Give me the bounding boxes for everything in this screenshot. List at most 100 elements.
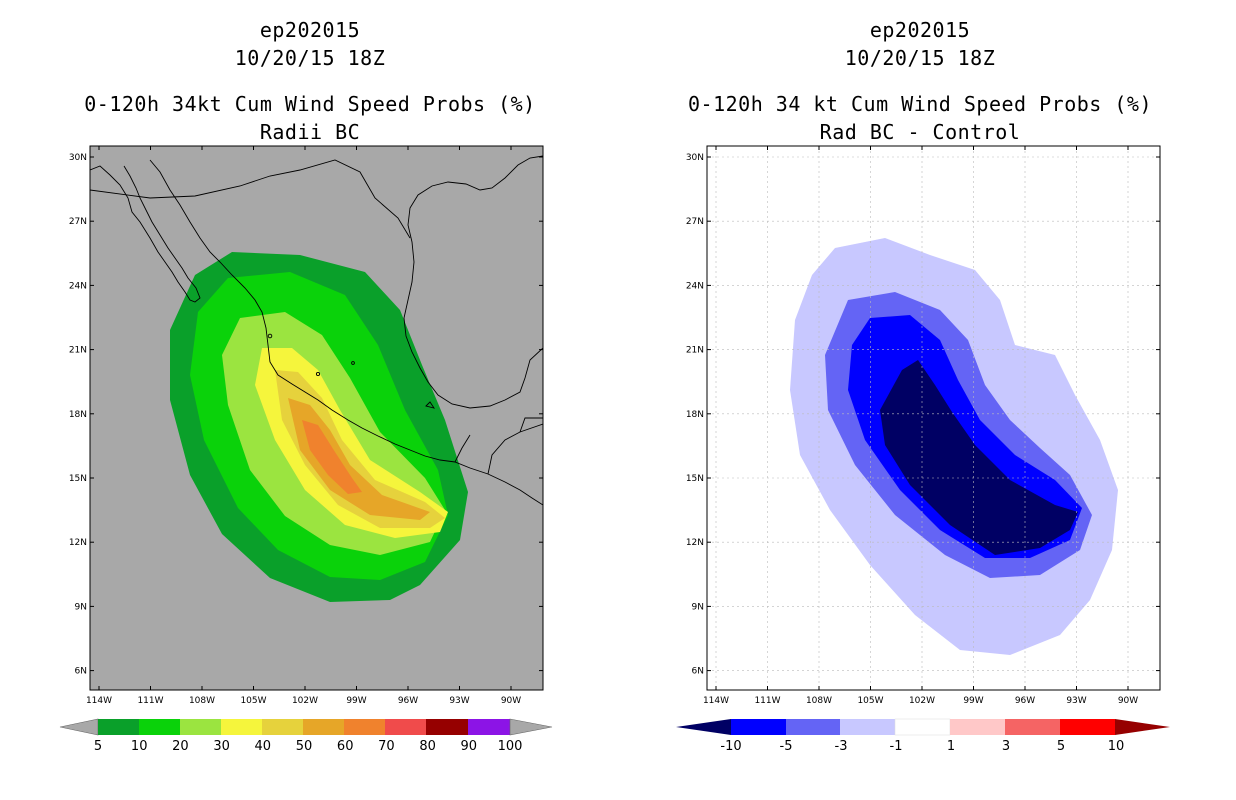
left-lon-label: 99W bbox=[346, 696, 366, 706]
left-lat-label: 27N bbox=[69, 217, 87, 227]
cb-left-swatch-40 bbox=[262, 719, 303, 735]
left-map: 30N 27N 24N 21N 18N 15N 12N 9N 6N 114W 111W 108W 105… bbox=[69, 145, 544, 706]
cb-left-label: 50 bbox=[296, 739, 313, 754]
cb-left-label: 10 bbox=[131, 739, 148, 754]
prob-40 bbox=[275, 370, 445, 528]
left-lat-label: 24N bbox=[69, 281, 87, 291]
cb-right-swatch-p5 bbox=[1060, 719, 1115, 735]
left-lat-label: 21N bbox=[69, 346, 87, 356]
right-lat-label: 12N bbox=[686, 538, 704, 548]
right-lon-label: 102W bbox=[909, 696, 935, 706]
right-lon-label: 114W bbox=[703, 696, 729, 706]
right-lat-label: 27N bbox=[686, 217, 704, 227]
left-storm-id: ep202015 bbox=[259, 18, 361, 42]
right-lon-label: 96W bbox=[1015, 696, 1035, 706]
right-datetime: 10/20/15 18Z bbox=[844, 46, 996, 70]
left-lon-label: 114W bbox=[86, 696, 112, 706]
left-lon-label: 111W bbox=[137, 696, 163, 706]
right-lat-label: 9N bbox=[692, 602, 704, 612]
right-lon-label: 99W bbox=[963, 696, 983, 706]
right-lat-label: 18N bbox=[686, 410, 704, 420]
left-lat-label: 12N bbox=[69, 538, 87, 548]
left-lat-label: 18N bbox=[69, 410, 87, 420]
left-lon-label: 108W bbox=[189, 696, 215, 706]
left-map-frame bbox=[89, 145, 544, 691]
cb-right-label: -3 bbox=[835, 739, 848, 754]
right-map: 30N 27N 24N 21N 18N 15N 12N 9N 6N 114W 111W 108W 105… bbox=[686, 145, 1161, 706]
left-lon-label: 93W bbox=[449, 696, 469, 706]
cb-left-label: 40 bbox=[255, 739, 272, 754]
cb-right-swatch-n3 bbox=[786, 719, 840, 735]
prob-50 bbox=[288, 398, 430, 520]
left-lon-label: 90W bbox=[501, 696, 521, 706]
left-lon-label: 96W bbox=[398, 696, 418, 706]
cb-left-swatch-30 bbox=[221, 719, 262, 735]
cb-left-swatch-80 bbox=[426, 719, 468, 735]
right-product-title: 0-120h 34 kt Cum Wind Speed Probs (%) bbox=[687, 92, 1153, 116]
cb-right-label: 1 bbox=[947, 739, 955, 754]
left-subtitle: Radii BC bbox=[259, 120, 361, 144]
cb-left-labels: 5 10 20 30 40 50 60 70 80 90 100 bbox=[94, 739, 523, 754]
right-lat-label: 15N bbox=[686, 474, 704, 484]
right-gridlines bbox=[707, 146, 1160, 690]
left-axis-ticks: 30N 27N 24N 21N 18N 15N 12N 9N 6N 114W 111W 108W 105… bbox=[69, 146, 543, 706]
diff-minus10 bbox=[880, 360, 1078, 555]
cb-left-label: 60 bbox=[337, 739, 354, 754]
right-lon-label: 108W bbox=[806, 696, 832, 706]
right-map-frame bbox=[706, 145, 1161, 691]
cb-left-swatch-70 bbox=[385, 719, 426, 735]
cb-left-label: 70 bbox=[378, 739, 395, 754]
cb-right-label: -1 bbox=[890, 739, 903, 754]
cb-left-label: 5 bbox=[94, 739, 102, 754]
cb-left-label: 80 bbox=[419, 739, 436, 754]
cb-left-label: 20 bbox=[172, 739, 189, 754]
left-datetime: 10/20/15 18Z bbox=[234, 46, 386, 70]
left-lat-label: 30N bbox=[69, 153, 87, 163]
cb-right-label: -5 bbox=[780, 739, 793, 754]
left-colorbar: 5 10 20 30 40 50 60 70 80 90 100 bbox=[59, 718, 553, 754]
left-product-title: 0-120h 34kt Cum Wind Speed Probs (%) bbox=[84, 92, 536, 116]
left-lon-label: 105W bbox=[240, 696, 266, 706]
cb-right-high-arrow bbox=[1115, 719, 1170, 735]
cb-left-swatch-60 bbox=[344, 719, 385, 735]
left-lat-label: 15N bbox=[69, 474, 87, 484]
cb-left-label: 100 bbox=[498, 739, 523, 754]
right-lon-label: 93W bbox=[1066, 696, 1086, 706]
cb-right-swatch-n1 bbox=[840, 719, 895, 735]
cb-right-label: 3 bbox=[1002, 739, 1010, 754]
cb-left-swatch-90 bbox=[468, 719, 510, 735]
cb-right-swatch-n5 bbox=[731, 719, 786, 735]
cb-right-swatch-p3 bbox=[1005, 719, 1060, 735]
right-colorbar: -10 -5 -3 -1 1 3 5 10 bbox=[676, 718, 1170, 754]
right-lat-label: 24N bbox=[686, 281, 704, 291]
cb-right-low-arrow bbox=[676, 719, 731, 735]
right-axis-ticks: 30N 27N 24N 21N 18N 15N 12N 9N 6N 114W 111W 108W 105… bbox=[686, 146, 1160, 706]
cb-left-swatch-10 bbox=[139, 719, 180, 735]
left-lat-label: 9N bbox=[75, 602, 87, 612]
right-lon-label: 111W bbox=[754, 696, 780, 706]
right-lat-label: 6N bbox=[692, 667, 704, 677]
right-lat-label: 21N bbox=[686, 346, 704, 356]
left-lon-label: 102W bbox=[292, 696, 318, 706]
cb-right-label: 10 bbox=[1108, 739, 1125, 754]
cb-right-labels: -10 -5 -3 -1 1 3 5 10 bbox=[720, 739, 1124, 754]
prob-60 bbox=[302, 420, 362, 494]
cb-left-high-arrow bbox=[509, 718, 553, 736]
left-probability-field bbox=[170, 252, 468, 602]
cb-right-swatch-zero bbox=[894, 718, 951, 736]
left-lat-label: 6N bbox=[75, 667, 87, 677]
right-lon-label: 90W bbox=[1118, 696, 1138, 706]
right-lat-label: 30N bbox=[686, 153, 704, 163]
right-storm-id: ep202015 bbox=[869, 18, 971, 42]
cb-left-low-arrow bbox=[59, 718, 99, 736]
cb-left-swatch-5 bbox=[98, 719, 139, 735]
cb-right-label: 5 bbox=[1057, 739, 1065, 754]
cb-right-label: -10 bbox=[720, 739, 741, 754]
cb-right-swatch-p1 bbox=[950, 719, 1005, 735]
cb-left-swatch-50 bbox=[303, 719, 344, 735]
right-subtitle: Rad BC - Control bbox=[819, 120, 1021, 144]
right-lon-label: 105W bbox=[857, 696, 883, 706]
cb-left-swatch-20 bbox=[180, 719, 221, 735]
cb-left-label: 30 bbox=[213, 739, 230, 754]
